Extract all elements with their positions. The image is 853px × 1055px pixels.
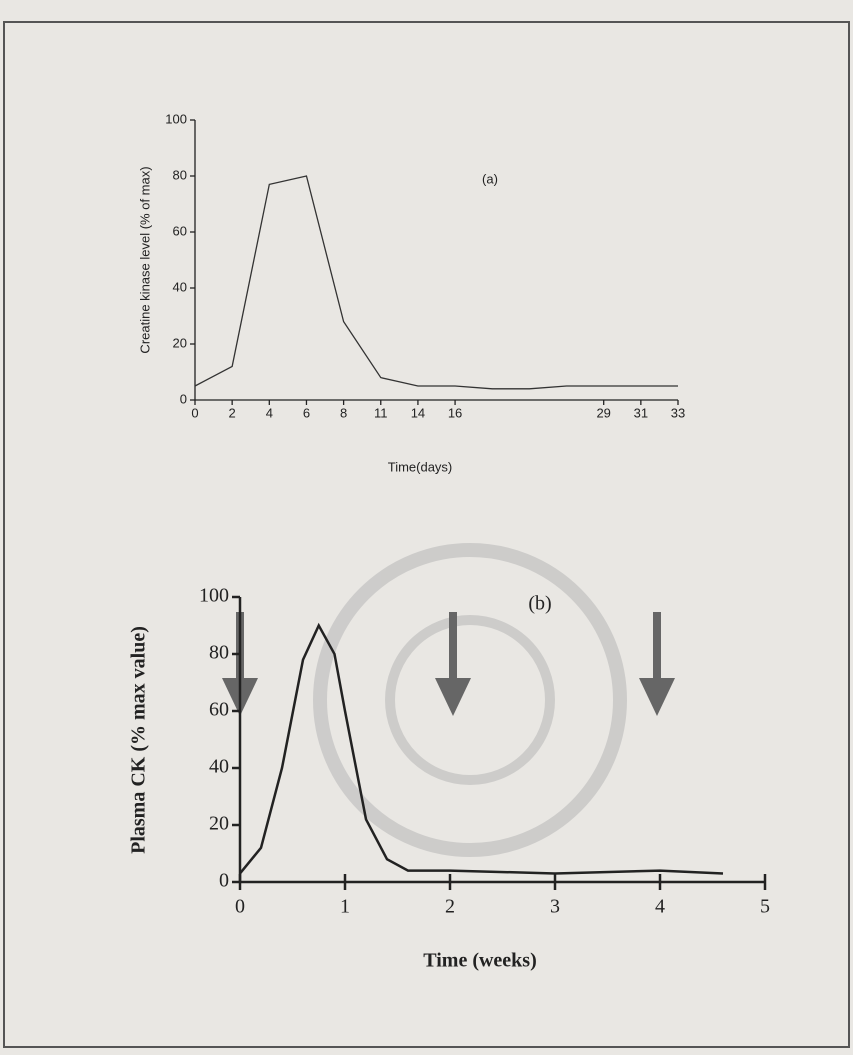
y-tick-label: 40: [209, 756, 229, 778]
panel-label: (a): [482, 171, 498, 186]
x-tick-label: 5: [760, 896, 770, 918]
x-axis-label: Time (weeks): [423, 950, 537, 972]
frame: [3, 21, 850, 1048]
y-tick-label: 100: [199, 585, 229, 607]
data-line: [194, 175, 678, 390]
x-tick-label: 8: [340, 405, 347, 420]
x-tick-label: 4: [655, 896, 665, 918]
y-tick-label: 20: [173, 335, 187, 350]
x-tick-label: 29: [596, 405, 610, 420]
panel-label: (b): [528, 593, 551, 615]
x-tick-label: 33: [671, 405, 685, 420]
x-tick-label: 31: [634, 405, 648, 420]
y-tick-label: 20: [209, 813, 229, 835]
watermark: [313, 543, 627, 857]
x-tick-label: 3: [550, 896, 560, 918]
x-tick-label: 2: [229, 405, 236, 420]
y-tick-label: 60: [209, 699, 229, 721]
y-tick-label: 100: [165, 111, 187, 126]
x-tick-label: 6: [303, 405, 310, 420]
y-tick-label: 40: [173, 279, 187, 294]
y-tick-label: 80: [173, 167, 187, 182]
y-tick-label: 0: [219, 870, 229, 892]
x-tick-label: 16: [448, 405, 462, 420]
y-axis-label: Creatine kinase level (% of max): [137, 166, 152, 353]
chart-b: (b) Time (weeks) Plasma CK (% max value)…: [128, 585, 770, 972]
x-tick-label: 14: [411, 405, 425, 420]
y-tick-label: 80: [209, 642, 229, 664]
chart-a: (a) Time(days) Creatine kinase level (% …: [137, 111, 685, 474]
x-tick-label: 11: [374, 405, 388, 420]
x-tick-label: 0: [235, 896, 245, 918]
y-axis-label: Plasma CK (% max value): [128, 626, 150, 854]
y-tick-label: 0: [180, 391, 187, 406]
data-line: [239, 622, 724, 875]
x-tick-label: 4: [266, 405, 273, 420]
x-tick-label: 0: [191, 405, 198, 420]
x-axis-label: Time(days): [388, 459, 453, 474]
y-tick-label: 60: [173, 223, 187, 238]
x-tick-label: 1: [340, 896, 350, 918]
x-tick-label: 2: [445, 896, 455, 918]
